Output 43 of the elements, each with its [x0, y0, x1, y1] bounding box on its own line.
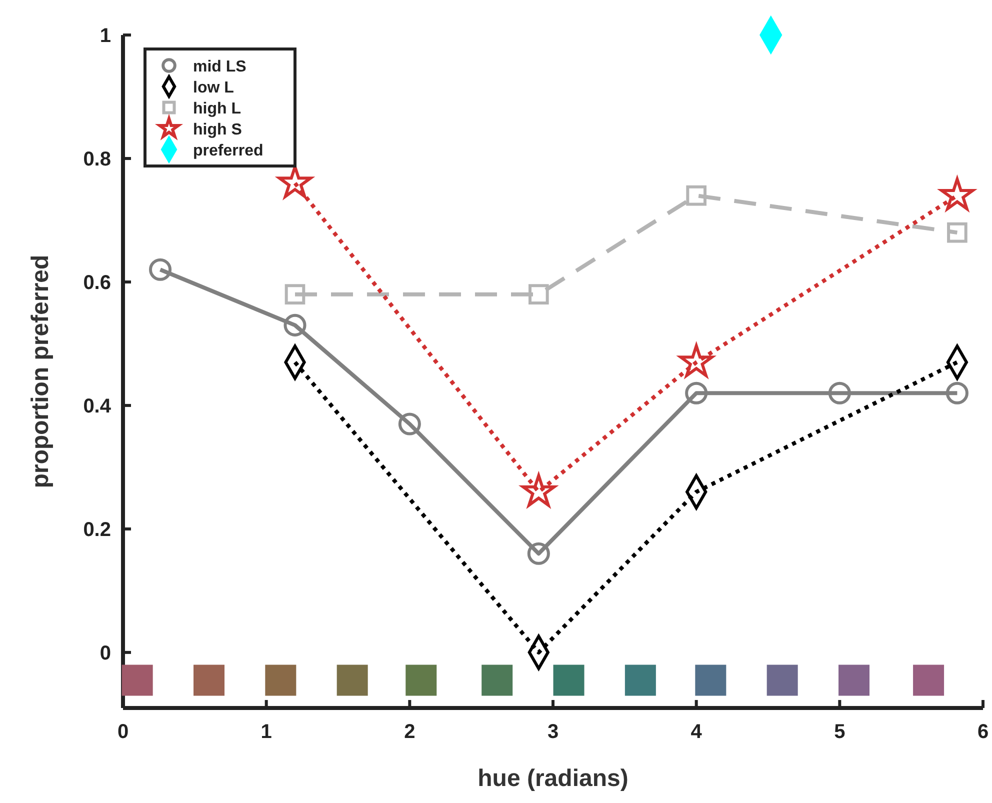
x-tick-label: 5 — [834, 721, 846, 743]
point — [406, 664, 437, 696]
point — [685, 382, 708, 404]
y-tick-label: 0 — [100, 642, 111, 664]
point — [265, 664, 296, 696]
point — [946, 382, 968, 404]
point — [553, 664, 584, 696]
legend-label: preferred — [193, 142, 264, 160]
y-tick-label: 0.6 — [83, 272, 111, 294]
y-tick-label: 0.2 — [83, 518, 111, 541]
point — [336, 664, 368, 696]
point — [284, 314, 306, 336]
legend-label: high L — [193, 100, 242, 118]
point — [838, 664, 870, 696]
point — [194, 664, 224, 696]
point — [527, 542, 550, 565]
point — [686, 185, 706, 206]
point — [913, 664, 944, 696]
point — [528, 284, 549, 304]
point — [482, 664, 513, 696]
x-tick-label: 0 — [117, 721, 129, 743]
legend-label: high S — [193, 122, 242, 138]
x-tick-label: 3 — [547, 721, 559, 743]
y-tick-label: 1 — [100, 25, 111, 47]
x-tick-label: 4 — [690, 721, 703, 743]
point — [398, 412, 421, 436]
x-tick-label: 1 — [260, 721, 272, 743]
point — [148, 258, 172, 281]
point — [695, 664, 726, 696]
point — [947, 222, 968, 243]
point — [284, 284, 306, 304]
y-axis-title: proportion preferred — [27, 254, 54, 488]
x-tick-label: 6 — [977, 721, 989, 743]
point — [624, 664, 656, 696]
legend-label: mid LS — [193, 58, 247, 76]
x-tick-label: 2 — [404, 721, 416, 743]
point — [828, 382, 851, 404]
y-tick-label: 0.8 — [83, 148, 111, 170]
legend-label: low L — [193, 80, 234, 96]
x-axis-title: hue (radians) — [478, 765, 628, 792]
y-tick-label: 0.4 — [83, 395, 112, 418]
point — [122, 664, 153, 696]
point — [766, 664, 798, 696]
